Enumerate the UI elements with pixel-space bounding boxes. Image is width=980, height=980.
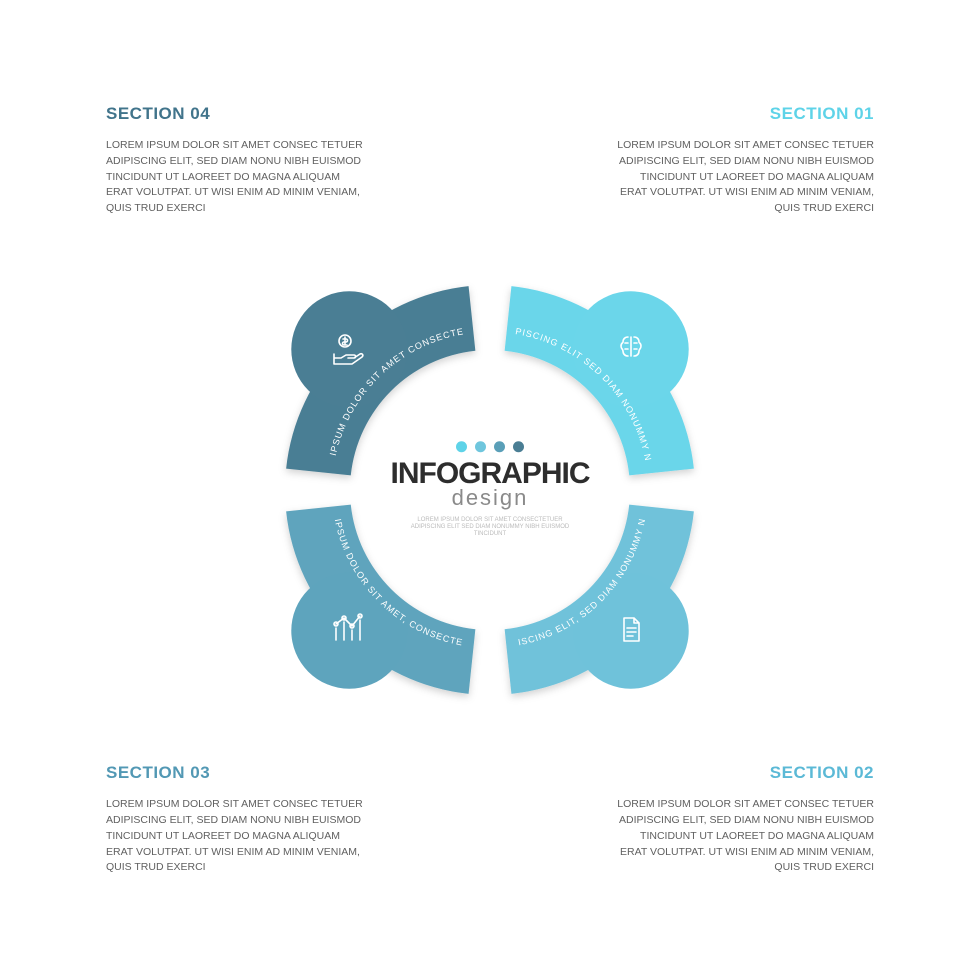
infographic-canvas: VADIPISCING ELIT SED DIAM NONUMMY NIBH L… bbox=[0, 0, 980, 980]
section-body: LOREM IPSUM DOLOR SIT AMET CONSEC TETUER… bbox=[614, 138, 874, 217]
center-dot bbox=[475, 441, 486, 452]
section-title: SECTION 01 bbox=[614, 104, 874, 124]
money-hand-icon bbox=[325, 325, 373, 373]
center-block: INFOGRAPHIC design LOREM IPSUM DOLOR SIT… bbox=[360, 441, 620, 539]
center-dots bbox=[360, 441, 620, 452]
document-icon bbox=[607, 607, 655, 655]
center-dot bbox=[494, 441, 505, 452]
center-fineprint: LOREM IPSUM DOLOR SIT AMET CONSECTETUER … bbox=[410, 517, 570, 539]
section-title: SECTION 03 bbox=[106, 763, 366, 783]
section-04-block: SECTION 04 LOREM IPSUM DOLOR SIT AMET CO… bbox=[106, 104, 366, 217]
section-03-block: SECTION 03 LOREM IPSUM DOLOR SIT AMET CO… bbox=[106, 763, 366, 876]
chart-icon bbox=[325, 607, 373, 655]
section-title: SECTION 04 bbox=[106, 104, 366, 124]
section-02-block: SECTION 02 LOREM IPSUM DOLOR SIT AMET CO… bbox=[614, 763, 874, 876]
center-dot bbox=[456, 441, 467, 452]
section-01-block: SECTION 01 LOREM IPSUM DOLOR SIT AMET CO… bbox=[614, 104, 874, 217]
brain-icon bbox=[607, 325, 655, 373]
arc-label-s4: LOREM IPSUM DOLOR SIT AMET CONSECTETUER. bbox=[0, 0, 465, 460]
center-dot bbox=[513, 441, 524, 452]
section-body: LOREM IPSUM DOLOR SIT AMET CONSEC TETUER… bbox=[106, 797, 366, 876]
section-body: LOREM IPSUM DOLOR SIT AMET CONSEC TETUER… bbox=[106, 138, 366, 217]
section-title: SECTION 02 bbox=[614, 763, 874, 783]
center-title: INFOGRAPHIC bbox=[360, 460, 620, 487]
section-body: LOREM IPSUM DOLOR SIT AMET CONSEC TETUER… bbox=[614, 797, 874, 876]
